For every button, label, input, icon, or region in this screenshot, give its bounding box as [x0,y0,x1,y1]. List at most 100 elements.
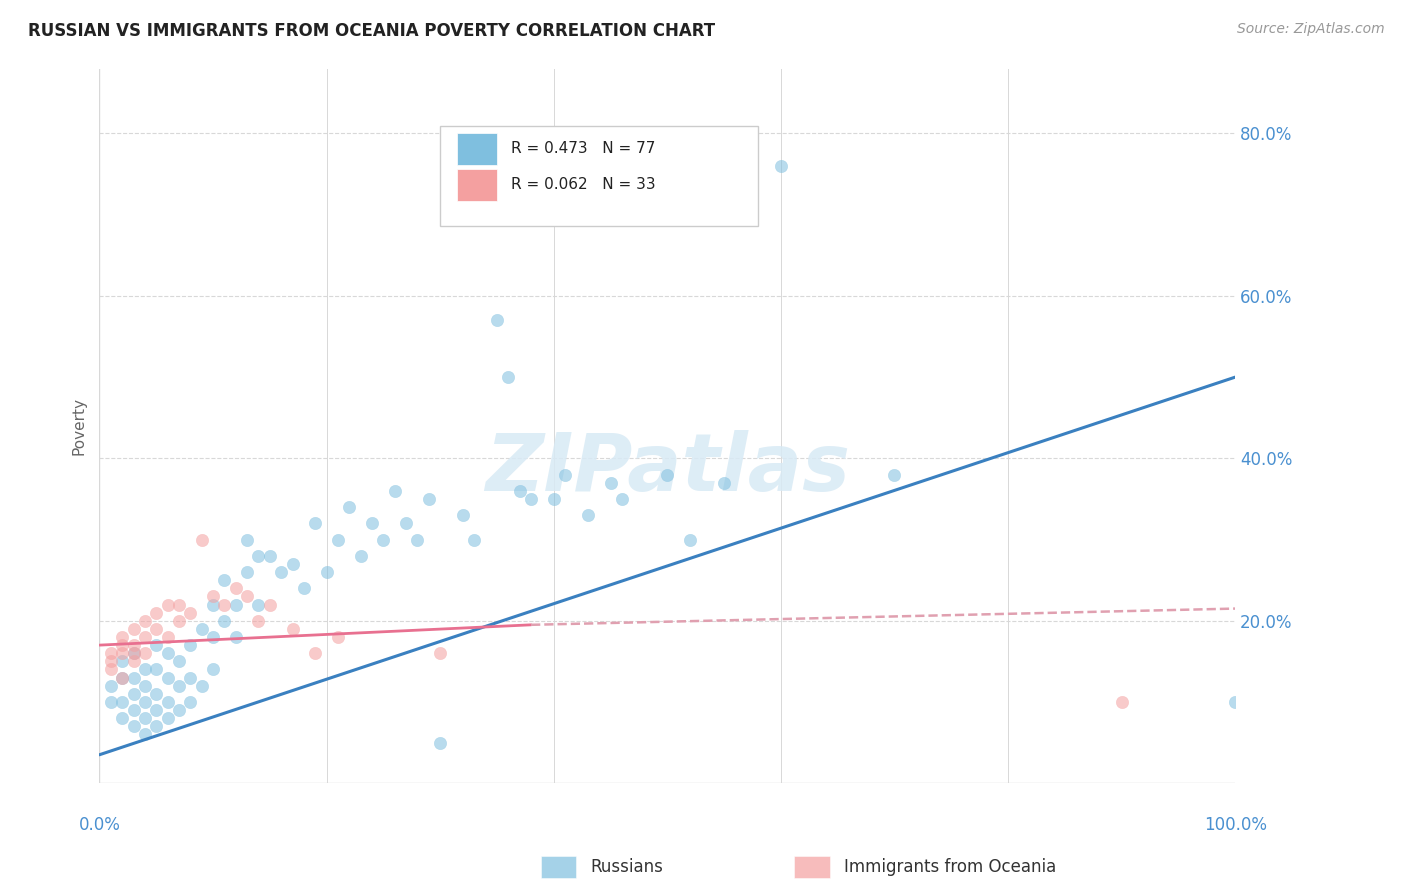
Point [156,671,179,685]
Point [361,516,384,531]
Point [247,549,270,563]
Point [202,598,225,612]
Point [236,565,259,579]
Point [156,646,179,660]
Point [111,638,134,652]
Text: Russians: Russians [591,858,664,876]
Point [179,606,201,620]
Point [679,533,702,547]
Point [134,646,156,660]
Point [167,598,190,612]
Point [498,370,520,384]
Point [179,671,201,685]
Point [122,703,145,717]
Point [122,654,145,668]
Point [122,671,145,685]
Point [1225,695,1247,709]
Point [100,695,122,709]
Point [713,475,735,490]
Point [111,695,134,709]
Point [190,533,212,547]
Point [122,719,145,733]
Point [395,516,418,531]
Point [145,606,167,620]
Point [657,467,679,482]
Point [509,483,531,498]
Point [111,646,134,660]
Point [167,654,190,668]
FancyBboxPatch shape [457,169,496,201]
Point [134,727,156,741]
Point [610,491,633,506]
Point [111,671,134,685]
Point [554,467,576,482]
Point [576,508,599,523]
Point [337,500,360,514]
Point [883,467,905,482]
Point [167,679,190,693]
Point [281,622,304,636]
Text: ZIPatlas: ZIPatlas [485,430,849,508]
Point [418,491,440,506]
Point [259,549,281,563]
Point [451,508,474,523]
Point [134,630,156,644]
Point [122,638,145,652]
Text: 100.0%: 100.0% [1204,815,1267,834]
Point [100,663,122,677]
Point [326,630,349,644]
Point [156,711,179,725]
Point [122,687,145,701]
Point [134,711,156,725]
Point [156,598,179,612]
Point [167,614,190,628]
Point [100,679,122,693]
Point [111,671,134,685]
Point [202,630,225,644]
Point [145,703,167,717]
Text: 0.0%: 0.0% [79,815,121,834]
Text: R = 0.062   N = 33: R = 0.062 N = 33 [510,178,655,192]
Point [326,533,349,547]
Point [1111,695,1133,709]
Point [134,663,156,677]
Point [225,598,247,612]
Text: RUSSIAN VS IMMIGRANTS FROM OCEANIA POVERTY CORRELATION CHART: RUSSIAN VS IMMIGRANTS FROM OCEANIA POVER… [28,22,716,40]
Point [429,646,451,660]
Point [225,581,247,595]
Point [111,630,134,644]
FancyBboxPatch shape [457,133,496,165]
Point [179,695,201,709]
Point [292,581,315,595]
Point [145,663,167,677]
Point [543,491,565,506]
Point [406,533,429,547]
Point [281,557,304,571]
Point [259,598,281,612]
Point [214,614,236,628]
Point [167,703,190,717]
Point [122,622,145,636]
Point [384,483,406,498]
Point [202,663,225,677]
Point [134,614,156,628]
Point [214,598,236,612]
Point [134,679,156,693]
Point [190,622,212,636]
Text: Immigrants from Oceania: Immigrants from Oceania [844,858,1056,876]
Point [429,735,451,749]
Point [247,598,270,612]
Point [270,565,292,579]
Point [304,646,326,660]
Point [179,638,201,652]
Point [111,654,134,668]
Point [145,719,167,733]
Point [100,646,122,660]
Point [156,630,179,644]
Point [463,533,485,547]
Point [236,590,259,604]
Point [214,573,236,587]
FancyBboxPatch shape [440,126,758,226]
Point [134,695,156,709]
Point [485,313,508,327]
